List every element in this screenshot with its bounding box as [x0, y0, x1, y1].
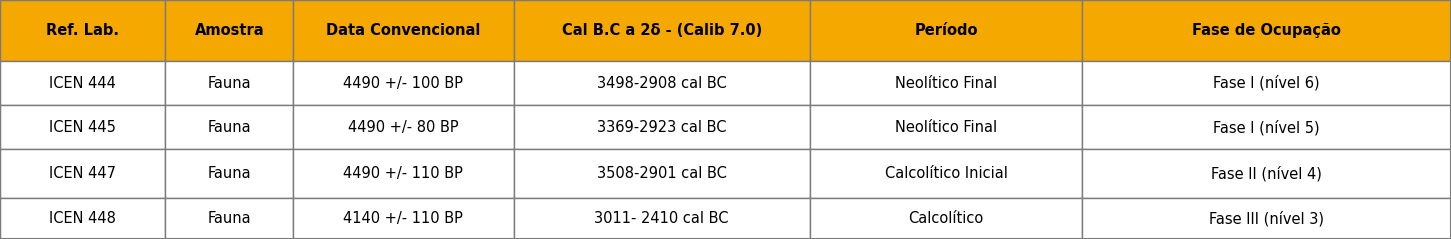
- Bar: [165, 149, 293, 198]
- Text: 3498-2908 cal BC: 3498-2908 cal BC: [596, 76, 727, 91]
- Bar: [165, 198, 293, 239]
- Bar: [1082, 149, 1451, 198]
- Text: 4490 +/- 80 BP: 4490 +/- 80 BP: [348, 120, 459, 135]
- Bar: [0, 198, 165, 239]
- Text: Período: Período: [914, 23, 978, 38]
- Bar: [293, 61, 514, 105]
- Bar: [810, 198, 1082, 239]
- Bar: [293, 198, 514, 239]
- Bar: [0, 105, 165, 149]
- Bar: [1082, 61, 1451, 105]
- Bar: [514, 61, 810, 105]
- Text: Calcolítico: Calcolítico: [908, 211, 984, 226]
- Text: ICEN 447: ICEN 447: [49, 166, 116, 181]
- Text: Data Convencional: Data Convencional: [326, 23, 480, 38]
- Text: Fauna: Fauna: [207, 211, 251, 226]
- Text: Ref. Lab.: Ref. Lab.: [46, 23, 119, 38]
- Bar: [165, 0, 293, 61]
- Bar: [1082, 105, 1451, 149]
- Text: 4490 +/- 110 BP: 4490 +/- 110 BP: [344, 166, 463, 181]
- Text: Fase de Ocupação: Fase de Ocupação: [1193, 23, 1341, 38]
- Text: Fauna: Fauna: [207, 166, 251, 181]
- Bar: [293, 0, 514, 61]
- Text: Cal B.C a 2δ - (Calib 7.0): Cal B.C a 2δ - (Calib 7.0): [562, 23, 762, 38]
- Text: ICEN 444: ICEN 444: [49, 76, 116, 91]
- Text: Calcolítico Inicial: Calcolítico Inicial: [885, 166, 1007, 181]
- Text: 3011- 2410 cal BC: 3011- 2410 cal BC: [595, 211, 728, 226]
- Text: Amostra: Amostra: [194, 23, 264, 38]
- Bar: [1082, 198, 1451, 239]
- Bar: [810, 61, 1082, 105]
- Text: 4140 +/- 110 BP: 4140 +/- 110 BP: [344, 211, 463, 226]
- Bar: [810, 105, 1082, 149]
- Bar: [293, 149, 514, 198]
- Text: Fauna: Fauna: [207, 76, 251, 91]
- Text: Neolítico Final: Neolítico Final: [895, 76, 997, 91]
- Bar: [810, 149, 1082, 198]
- Bar: [165, 105, 293, 149]
- Bar: [1082, 0, 1451, 61]
- Text: ICEN 445: ICEN 445: [49, 120, 116, 135]
- Bar: [165, 61, 293, 105]
- Text: Fase III (nível 3): Fase III (nível 3): [1209, 211, 1325, 226]
- Bar: [293, 105, 514, 149]
- Bar: [514, 198, 810, 239]
- Bar: [810, 0, 1082, 61]
- Text: Neolítico Final: Neolítico Final: [895, 120, 997, 135]
- Text: 4490 +/- 100 BP: 4490 +/- 100 BP: [344, 76, 463, 91]
- Text: 3369-2923 cal BC: 3369-2923 cal BC: [596, 120, 727, 135]
- Text: 3508-2901 cal BC: 3508-2901 cal BC: [596, 166, 727, 181]
- Text: Fase I (nível 6): Fase I (nível 6): [1213, 75, 1320, 91]
- Text: ICEN 448: ICEN 448: [49, 211, 116, 226]
- Text: Fase I (nível 5): Fase I (nível 5): [1213, 120, 1320, 135]
- Bar: [514, 0, 810, 61]
- Text: Fase II (nível 4): Fase II (nível 4): [1212, 166, 1322, 182]
- Bar: [0, 61, 165, 105]
- Bar: [0, 149, 165, 198]
- Bar: [514, 149, 810, 198]
- Bar: [514, 105, 810, 149]
- Text: Fauna: Fauna: [207, 120, 251, 135]
- Bar: [0, 0, 165, 61]
